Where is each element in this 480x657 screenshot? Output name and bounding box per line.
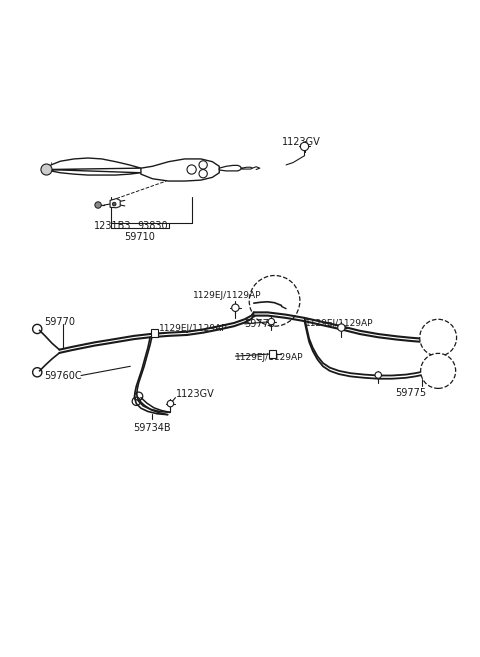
Text: 1231B3: 1231B3 — [94, 221, 132, 231]
Circle shape — [375, 372, 382, 378]
Text: 1129EJ/1129AP: 1129EJ/1129AP — [235, 353, 304, 362]
Circle shape — [300, 143, 309, 150]
Polygon shape — [219, 166, 241, 171]
Circle shape — [420, 353, 456, 388]
Text: 59770: 59770 — [44, 317, 75, 327]
Text: 1129EJ/1129AP: 1129EJ/1129AP — [304, 319, 373, 328]
Text: 59734B: 59734B — [132, 423, 170, 433]
Circle shape — [232, 304, 239, 311]
Circle shape — [268, 319, 275, 325]
Text: 93830: 93830 — [138, 221, 168, 231]
Bar — [151, 329, 158, 337]
Bar — [269, 350, 276, 357]
Circle shape — [41, 164, 52, 175]
Text: 59760C: 59760C — [44, 371, 82, 380]
Circle shape — [420, 319, 456, 356]
Circle shape — [167, 400, 174, 407]
Text: 59775: 59775 — [245, 319, 276, 329]
Text: 1123GV: 1123GV — [281, 137, 320, 147]
Text: 59775: 59775 — [395, 388, 426, 398]
Circle shape — [95, 202, 101, 208]
Polygon shape — [241, 168, 252, 169]
Circle shape — [338, 324, 345, 331]
Polygon shape — [47, 158, 141, 175]
Circle shape — [112, 202, 116, 206]
Text: 1129EJ/1129AP: 1129EJ/1129AP — [159, 324, 228, 333]
Polygon shape — [141, 159, 219, 181]
Polygon shape — [110, 198, 120, 208]
Text: 1129EJ/1129AP: 1129EJ/1129AP — [193, 291, 262, 300]
Text: 59710: 59710 — [125, 232, 156, 242]
Text: 1123GV: 1123GV — [176, 390, 214, 399]
